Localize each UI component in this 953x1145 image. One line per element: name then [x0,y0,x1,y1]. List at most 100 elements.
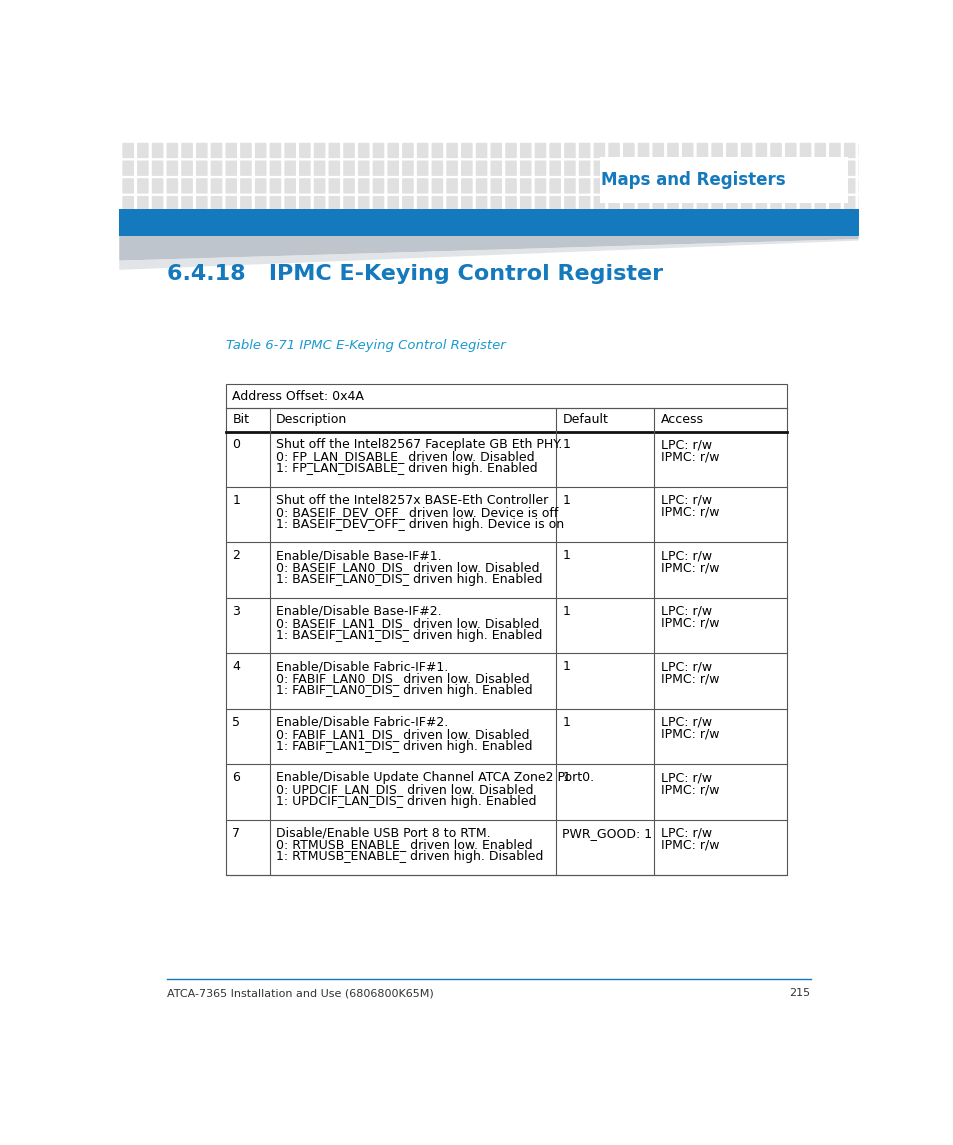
Text: 1: FABIF_LAN0_DIS_ driven high. Enabled: 1: FABIF_LAN0_DIS_ driven high. Enabled [275,684,532,697]
FancyBboxPatch shape [328,179,340,194]
FancyBboxPatch shape [917,214,928,229]
FancyBboxPatch shape [858,214,869,229]
FancyBboxPatch shape [931,143,943,158]
FancyBboxPatch shape [343,196,355,212]
FancyBboxPatch shape [534,143,546,158]
FancyBboxPatch shape [343,143,355,158]
FancyBboxPatch shape [240,143,252,158]
Text: 7: 7 [233,827,240,839]
FancyBboxPatch shape [828,143,840,158]
FancyBboxPatch shape [416,214,428,229]
FancyBboxPatch shape [652,196,663,212]
FancyBboxPatch shape [578,196,590,212]
FancyBboxPatch shape [460,160,472,176]
FancyBboxPatch shape [195,160,208,176]
FancyBboxPatch shape [152,160,163,176]
FancyBboxPatch shape [122,143,133,158]
FancyBboxPatch shape [211,160,222,176]
FancyBboxPatch shape [652,143,663,158]
FancyBboxPatch shape [637,179,649,194]
FancyBboxPatch shape [298,196,311,212]
FancyBboxPatch shape [666,214,679,229]
FancyBboxPatch shape [946,143,953,158]
FancyBboxPatch shape [946,214,953,229]
FancyBboxPatch shape [534,214,546,229]
FancyBboxPatch shape [446,196,457,212]
FancyBboxPatch shape [769,179,781,194]
FancyBboxPatch shape [872,143,884,158]
FancyBboxPatch shape [343,160,355,176]
FancyBboxPatch shape [373,179,384,194]
FancyBboxPatch shape [402,196,414,212]
FancyBboxPatch shape [211,214,222,229]
FancyBboxPatch shape [843,160,855,176]
FancyBboxPatch shape [725,196,737,212]
FancyBboxPatch shape [608,160,619,176]
FancyBboxPatch shape [814,214,825,229]
FancyBboxPatch shape [799,196,810,212]
FancyBboxPatch shape [843,196,855,212]
FancyBboxPatch shape [122,196,133,212]
Text: Enable/Disable Fabric-IF#1.: Enable/Disable Fabric-IF#1. [275,661,448,673]
FancyBboxPatch shape [519,160,531,176]
FancyBboxPatch shape [917,143,928,158]
FancyBboxPatch shape [578,143,590,158]
FancyBboxPatch shape [769,214,781,229]
Text: IPMC: r/w: IPMC: r/w [659,672,719,685]
Text: 6: 6 [233,771,240,784]
Text: 1: UPDCIF_LAN_DIS_ driven high. Enabled: 1: UPDCIF_LAN_DIS_ driven high. Enabled [275,795,537,808]
FancyBboxPatch shape [314,179,325,194]
FancyBboxPatch shape [711,179,722,194]
FancyBboxPatch shape [711,214,722,229]
Text: 3: 3 [233,605,240,618]
FancyBboxPatch shape [622,160,634,176]
FancyBboxPatch shape [240,179,252,194]
Text: Address Offset: 0x4A: Address Offset: 0x4A [233,389,364,403]
Text: PWR_GOOD: 1: PWR_GOOD: 1 [561,827,652,839]
FancyBboxPatch shape [769,143,781,158]
FancyBboxPatch shape [887,160,899,176]
FancyBboxPatch shape [490,179,501,194]
FancyBboxPatch shape [387,143,398,158]
FancyBboxPatch shape [799,160,810,176]
FancyBboxPatch shape [357,179,369,194]
FancyBboxPatch shape [167,179,178,194]
FancyBboxPatch shape [167,196,178,212]
FancyBboxPatch shape [460,143,472,158]
FancyBboxPatch shape [637,143,649,158]
Text: Enable/Disable Base-IF#1.: Enable/Disable Base-IF#1. [275,550,441,562]
Text: 1: 1 [561,550,570,562]
FancyBboxPatch shape [534,196,546,212]
Text: LPC: r/w: LPC: r/w [659,716,711,728]
Text: 0: FP_LAN_DISABLE_ driven low. Disabled: 0: FP_LAN_DISABLE_ driven low. Disabled [275,450,535,464]
FancyBboxPatch shape [637,160,649,176]
FancyBboxPatch shape [725,214,737,229]
FancyBboxPatch shape [902,196,913,212]
FancyBboxPatch shape [887,214,899,229]
FancyBboxPatch shape [519,179,531,194]
FancyBboxPatch shape [784,143,796,158]
FancyBboxPatch shape [460,196,472,212]
FancyBboxPatch shape [195,214,208,229]
FancyBboxPatch shape [270,214,281,229]
FancyBboxPatch shape [431,160,443,176]
FancyBboxPatch shape [152,143,163,158]
FancyBboxPatch shape [314,143,325,158]
FancyBboxPatch shape [240,214,252,229]
FancyBboxPatch shape [711,160,722,176]
Text: IPMC: r/w: IPMC: r/w [659,783,719,796]
FancyBboxPatch shape [755,143,766,158]
FancyBboxPatch shape [254,196,266,212]
FancyBboxPatch shape [755,196,766,212]
FancyBboxPatch shape [858,160,869,176]
FancyBboxPatch shape [284,179,295,194]
FancyBboxPatch shape [563,179,575,194]
FancyBboxPatch shape [563,160,575,176]
FancyBboxPatch shape [652,214,663,229]
FancyBboxPatch shape [431,179,443,194]
Text: IPMC: r/w: IPMC: r/w [659,450,719,464]
FancyBboxPatch shape [446,179,457,194]
FancyBboxPatch shape [298,179,311,194]
FancyBboxPatch shape [534,179,546,194]
FancyBboxPatch shape [858,143,869,158]
